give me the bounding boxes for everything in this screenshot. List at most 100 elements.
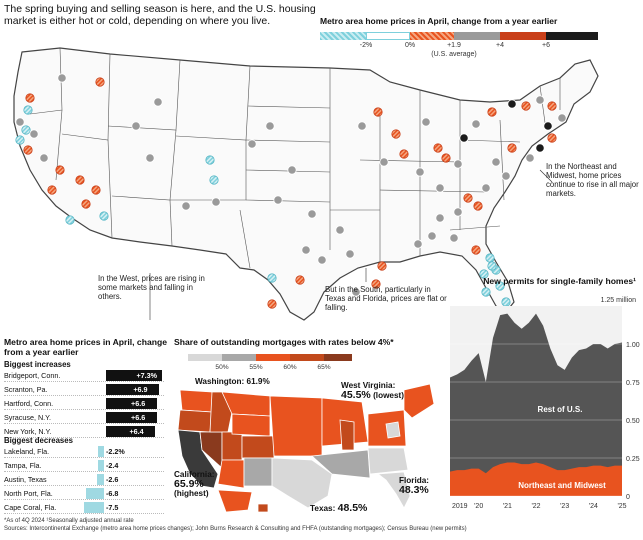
state-utah xyxy=(221,431,243,461)
metro-marker xyxy=(209,175,219,185)
series-label-northeast-midwest: Northeast and Midwest xyxy=(518,481,606,490)
metro-marker xyxy=(273,195,283,205)
metro-name: North Port, Fla. xyxy=(4,489,53,498)
metro-marker xyxy=(145,153,155,163)
callout-wv-value: 45.5% xyxy=(341,388,371,401)
metro-marker xyxy=(399,149,409,159)
legend-average-note: (U.S. average) xyxy=(431,51,477,58)
metro-marker xyxy=(371,279,381,289)
increase-row: Bridgeport, Conn. +7.3% xyxy=(4,369,164,382)
state-new-mexico xyxy=(243,457,273,487)
metro-value: +7.3% xyxy=(136,371,158,380)
series-area-northeast-midwest xyxy=(450,462,622,496)
metro-name: Scranton, Pa. xyxy=(4,385,48,394)
metro-marker xyxy=(433,143,443,153)
metro-value: +6.6 xyxy=(131,399,146,408)
decrease-row: North Port, Fla. -6.8 xyxy=(4,487,164,500)
decrease-bar xyxy=(96,474,104,485)
state-plains xyxy=(269,395,323,457)
metro-marker xyxy=(211,197,221,207)
decrease-row: Cape Coral, Fla. -7.5 xyxy=(4,501,164,514)
metro-marker xyxy=(55,165,65,175)
metro-marker xyxy=(91,185,101,195)
metro-marker xyxy=(481,183,491,193)
metro-marker xyxy=(345,249,355,259)
metro-marker xyxy=(507,143,517,153)
metro-marker xyxy=(525,153,535,163)
metro-marker xyxy=(317,255,327,265)
increase-row: Syracuse, N.Y. +6.6 xyxy=(4,411,164,424)
increase-bar xyxy=(106,412,158,423)
metro-marker xyxy=(459,133,469,143)
state-oregon xyxy=(177,409,213,433)
x-tick-label: '25 xyxy=(617,503,626,510)
metro-marker xyxy=(479,269,489,279)
chart-unit-note: 1.25 million xyxy=(600,297,636,304)
callout-ca-label: California: xyxy=(174,470,215,479)
y-tick-label: 0.75 xyxy=(626,380,640,387)
decrease-bar xyxy=(83,502,104,513)
series-label-rest-of-us: Rest of U.S. xyxy=(538,405,583,414)
state-west-virginia xyxy=(385,421,401,439)
callout-california: California: 65.9% (highest) xyxy=(174,470,215,499)
x-tick-label: 2019 xyxy=(452,503,468,510)
decrease-bar xyxy=(97,460,104,471)
metro-marker xyxy=(205,155,215,165)
legend-swatch-2-4 xyxy=(454,32,500,40)
metro-marker xyxy=(487,107,497,117)
increase-row: Hartford, Conn. +6.6 xyxy=(4,397,164,410)
map-legend-title: Metro area home prices in April, change … xyxy=(320,16,558,26)
annotation-west: In the West, prices are rising in some m… xyxy=(98,274,205,301)
metro-marker xyxy=(47,185,57,195)
metro-marker xyxy=(373,107,383,117)
metro-marker xyxy=(507,99,517,109)
increase-row: New York, N.Y. +6.4 xyxy=(4,425,164,438)
permits-area-chart: 0 0.25 0.50 0.75 1.00 2019 '20 '21 '22 '23 '24 '25… xyxy=(450,306,640,510)
x-tick-label: '22 xyxy=(531,503,540,510)
metro-marker xyxy=(435,183,445,193)
annotation-leaders xyxy=(149,169,553,320)
row-divider xyxy=(4,381,164,382)
us-metro-price-map xyxy=(13,47,599,321)
annotation-south: But in the South, particularly in Texas … xyxy=(325,285,447,312)
row-divider xyxy=(4,499,164,500)
metro-name: Cape Coral, Fla. xyxy=(4,503,57,512)
metro-value: -2.4 xyxy=(106,461,119,470)
metro-marker xyxy=(471,245,481,255)
metro-marker xyxy=(485,253,495,263)
row-divider xyxy=(4,437,164,438)
callout-wv-note: (lowest) xyxy=(373,390,404,400)
x-tick-label: '20 xyxy=(474,503,483,510)
metro-marker xyxy=(99,211,109,221)
callout-texas: Texas: 48.5% xyxy=(310,503,367,514)
increase-bar xyxy=(106,398,158,409)
callout-ca-value: 65.9% xyxy=(174,477,204,490)
decrease-row: Tampa, Fla. -2.4 xyxy=(4,459,164,472)
decrease-bar xyxy=(98,446,104,457)
row-divider xyxy=(4,471,164,472)
metro-markers xyxy=(15,73,567,309)
callout-west-virginia: West Virginia: 45.5% (lowest) xyxy=(341,381,423,400)
metro-marker xyxy=(449,233,459,243)
metro-marker xyxy=(181,201,191,211)
mortgage-legend-tick: 65% xyxy=(317,364,331,371)
callout-ca-note: (highest) xyxy=(174,489,209,498)
state-northeast xyxy=(403,383,435,419)
legend-swatch-above-6 xyxy=(546,32,598,40)
callout-tx-label: Texas: xyxy=(310,504,336,513)
x-tick-label: '23 xyxy=(560,503,569,510)
metro-marker xyxy=(501,171,511,181)
metro-marker xyxy=(351,287,361,297)
metro-marker xyxy=(357,121,367,131)
mortgage-legend-swatch xyxy=(188,354,222,361)
y-tick-label: 0 xyxy=(626,494,630,501)
state-arizona xyxy=(217,459,245,489)
mortgage-legend-tick: 60% xyxy=(283,364,297,371)
row-divider xyxy=(4,457,164,458)
y-tick-label: 0.25 xyxy=(626,456,640,463)
metro-value: -2.2% xyxy=(106,447,125,456)
metro-marker xyxy=(535,143,545,153)
metro-marker xyxy=(57,73,67,83)
state-borders xyxy=(29,47,561,269)
metro-marker xyxy=(335,225,345,235)
